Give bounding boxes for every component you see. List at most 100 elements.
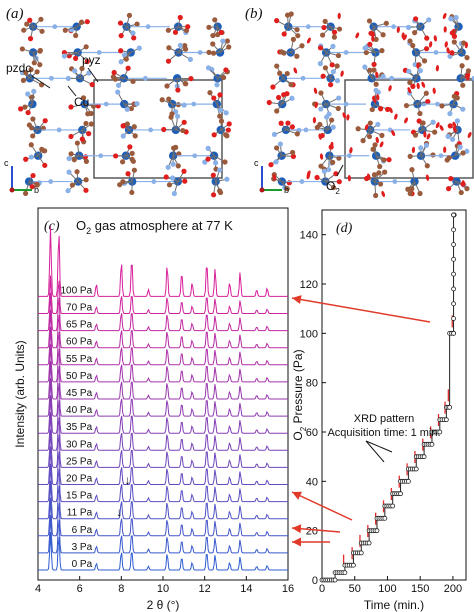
oxygen-atom [83, 187, 89, 193]
xrd-trace [38, 480, 288, 520]
nitrogen-atom [343, 50, 349, 55]
o2-molecule [464, 41, 468, 49]
connecting-arrow [291, 524, 341, 534]
annotation-pointer-2 [365, 440, 393, 453]
nitrogen-atom [171, 190, 177, 197]
carbon-atom [126, 12, 133, 18]
carbon-atom [294, 27, 300, 33]
carbon-atom [458, 189, 464, 196]
o2-molecule [443, 146, 447, 153]
carbon-atom [31, 60, 37, 66]
nitrogen-atom [347, 153, 352, 159]
carbon-atom [206, 24, 212, 30]
o2-molecule [319, 153, 324, 160]
carbon-atom [29, 94, 35, 100]
panel-d-letter: (d) [336, 221, 353, 236]
o2-molecule [439, 125, 444, 131]
pressure-point [451, 227, 456, 233]
o2-molecule [416, 82, 420, 90]
carbon-atom [274, 63, 280, 69]
nitrogen-atom [389, 75, 395, 81]
o2-molecule [366, 173, 371, 180]
pressure-point [342, 570, 348, 575]
label-pzdc: pzdc [6, 61, 31, 75]
nitrogen-atom [445, 133, 451, 139]
carbon-atom [460, 150, 466, 156]
pressure-y-tick-label: 60 [306, 427, 318, 439]
carbon-atom [371, 172, 378, 178]
o2-molecule [355, 32, 360, 39]
carbon-atom [407, 153, 413, 159]
panel-d-pressure-chart: (d) 0 50 100 150 200 0 20 40 60 80 100 120 140 XRD p… [291, 209, 467, 612]
nitrogen-atom [457, 144, 463, 150]
carbon-atom [288, 82, 294, 88]
carbon-atom [373, 192, 379, 199]
o2-molecule [404, 117, 409, 124]
o2-molecule [416, 62, 420, 69]
carbon-atom [175, 163, 181, 169]
carbon-atom [37, 47, 43, 54]
oxygen-atom [117, 20, 124, 26]
carbon-atom [377, 181, 384, 187]
carbon-atom [423, 90, 429, 96]
xrd-series-label: 11 Pa [67, 508, 93, 519]
nitrogen-atom [373, 87, 379, 93]
pressure-point [451, 212, 456, 218]
nitrogen-atom [192, 153, 198, 159]
nitrogen-atom [454, 118, 461, 124]
carbon-atom [212, 17, 218, 23]
o2-molecule [375, 71, 379, 78]
nitrogen-atom [303, 127, 309, 133]
carbon-atom [460, 82, 466, 88]
o2-molecule [346, 114, 350, 121]
carbon-atom [124, 121, 130, 127]
label-cu: Cu [74, 95, 89, 109]
pressure-y-tick-label: 120 [300, 279, 318, 291]
o2-molecule [272, 174, 277, 181]
nitrogen-atom [61, 53, 67, 59]
nitrogen-atom [98, 153, 104, 159]
carbon-atom [39, 146, 45, 152]
o2-molecule [425, 174, 430, 181]
pressure-point [366, 540, 372, 546]
o2-molecule [313, 87, 318, 94]
pressure-x-tick-label: 150 [411, 583, 429, 595]
carbon-atom [420, 120, 426, 126]
o2-molecule [452, 126, 457, 133]
nitrogen-atom [299, 179, 305, 184]
carbon-atom [284, 70, 290, 77]
carbon-atom [20, 77, 27, 83]
nitrogen-atom [391, 24, 397, 30]
carbon-atom [335, 52, 342, 59]
oxygen-atom [314, 174, 320, 181]
oxygen-atom [218, 29, 224, 36]
oxygen-atom [413, 16, 419, 22]
carbon-atom [166, 96, 172, 102]
pressure-x-axis-label: Time (min.) [364, 598, 424, 612]
carbon-atom [366, 18, 373, 24]
nitrogen-atom [181, 102, 187, 108]
oxygen-atom [336, 179, 342, 185]
o2-molecule [312, 116, 317, 124]
oxygen-atom [175, 87, 181, 93]
carbon-atom [21, 27, 27, 33]
carbon-atom [131, 124, 137, 130]
oxygen-atom [290, 153, 297, 160]
nitrogen-atom [96, 50, 102, 55]
carbon-atom [363, 49, 369, 56]
nitrogen-atom [187, 56, 193, 62]
carbon-atom [383, 20, 389, 26]
carbon-atom [318, 90, 324, 96]
pressure-point [374, 528, 380, 534]
oxygen-atom [42, 162, 48, 168]
o2-molecule [396, 26, 400, 33]
axis-triad-b: c b [254, 158, 289, 195]
nitrogen-atom [460, 106, 466, 112]
carbon-atom [39, 28, 45, 34]
nitrogen-atom [165, 164, 171, 170]
oxygen-atom [181, 168, 187, 174]
carbon-atom [421, 58, 428, 64]
pressure-x-tick-label: 0 [319, 583, 325, 595]
carbon-atom [134, 21, 140, 27]
carbon-atom [34, 182, 40, 188]
